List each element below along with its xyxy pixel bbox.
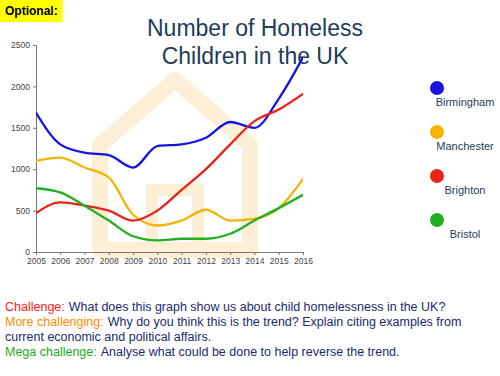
plot-area <box>36 57 303 240</box>
legend-item: Brighton <box>430 169 485 196</box>
legend-item: Manchester <box>430 125 494 152</box>
x-axis-tick: 2007 <box>76 252 95 266</box>
y-axis-tick: 1500 <box>11 123 36 133</box>
x-axis-tick: 2015 <box>270 252 289 266</box>
task-text: What does this graph show us about child… <box>69 300 446 314</box>
legend-marker <box>430 213 444 227</box>
page: Optional: Number of HomelessChildren in t… <box>0 0 500 376</box>
y-axis-tick-label: 2000 <box>11 82 30 92</box>
y-axis-tick-mark <box>33 128 36 129</box>
x-axis-tick: 2011 <box>173 252 192 266</box>
series-line <box>36 57 303 167</box>
x-axis-tick-label: 2012 <box>197 256 216 266</box>
y-axis-line <box>33 46 37 253</box>
y-axis-tick-mark <box>33 252 36 253</box>
series-line <box>36 188 303 240</box>
x-axis-tick-mark <box>133 252 134 255</box>
x-axis-tick-label: 2016 <box>294 256 313 266</box>
legend-item: Birmingham <box>430 81 494 108</box>
task-row: Mega challenge: Analyse what could be don… <box>5 345 495 360</box>
y-axis-tick: 2500 <box>11 40 36 50</box>
x-axis-tick-label: 2007 <box>76 256 95 266</box>
badge: Optional: <box>0 0 63 22</box>
x-axis-tick: 2012 <box>197 252 216 266</box>
x-axis-tick-mark <box>109 252 110 255</box>
y-axis-tick: 2000 <box>11 82 36 92</box>
y-axis-tick-mark <box>33 169 36 170</box>
x-axis-tick: 2016 <box>294 252 313 266</box>
x-axis-tick: 2014 <box>245 252 264 266</box>
y-axis-tick-label: 1000 <box>11 164 30 174</box>
x-axis-tick-mark <box>182 252 183 255</box>
x-axis-tick-mark <box>254 252 255 255</box>
task-label: Challenge: <box>5 300 65 314</box>
x-axis-tick-label: 2010 <box>148 256 167 266</box>
y-axis-tick-mark <box>33 45 36 46</box>
x-axis-tick-label: 2009 <box>124 256 143 266</box>
x-axis: 2005 2006 2007 2008 2009 2010 2011 2012 2013 2014… <box>27 252 313 266</box>
legend-marker <box>430 81 444 95</box>
y-axis-tick: 1000 <box>11 164 36 174</box>
x-axis-tick-mark <box>303 252 304 255</box>
task-row: Challenge: What does this graph show us a… <box>5 300 495 315</box>
background-house <box>100 80 250 250</box>
task-label: More challenging: <box>5 315 104 329</box>
y-axis-tick-label: 500 <box>16 206 30 216</box>
legend-marker <box>430 125 444 139</box>
legend-label: Bristol <box>450 228 481 240</box>
y-axis-tick-label: 2500 <box>11 40 30 50</box>
x-axis-tick: 2013 <box>221 252 240 266</box>
x-axis-tick-mark <box>279 252 280 255</box>
legend: Birmingham Manchester Brighton Bristol <box>430 81 494 240</box>
task-text: Analyse what could be done to help rever… <box>101 345 400 359</box>
x-axis-tick-mark <box>60 252 61 255</box>
x-axis-tick-label: 2005 <box>27 256 46 266</box>
x-axis-tick-label: 2006 <box>51 256 70 266</box>
x-axis-tick-label: 2008 <box>100 256 119 266</box>
tasks-box: Challenge: What does this graph show us a… <box>5 300 495 360</box>
task-label: Mega challenge: <box>5 345 97 359</box>
y-axis-tick: 500 <box>16 206 36 216</box>
x-axis-tick-mark <box>206 252 207 255</box>
x-axis-tick-label: 2015 <box>270 256 289 266</box>
x-axis-tick: 2006 <box>51 252 70 266</box>
legend-label: Birmingham <box>436 96 495 108</box>
y-axis-tick: 0 <box>25 247 36 257</box>
x-axis-tick-mark <box>230 252 231 255</box>
y-axis-tick-label: 0 <box>25 247 30 257</box>
x-axis-tick: 2008 <box>100 252 119 266</box>
legend-label: Brighton <box>445 184 486 196</box>
y-axis: 0 500 1000 1500 2000 2500 <box>11 40 36 257</box>
legend-label: Manchester <box>436 140 494 152</box>
x-axis-line <box>37 253 304 256</box>
legend-marker <box>430 169 444 183</box>
x-axis-tick-label: 2011 <box>173 256 192 266</box>
x-axis-tick: 2010 <box>148 252 167 266</box>
x-axis-tick-label: 2013 <box>221 256 240 266</box>
badge-text: Optional: <box>5 4 58 18</box>
task-row: More challenging:Why do you think this i… <box>5 315 495 345</box>
legend-item: Bristol <box>430 213 480 240</box>
badge-background <box>0 0 63 22</box>
x-axis-tick-mark <box>85 252 86 255</box>
x-axis-tick: 2009 <box>124 252 143 266</box>
x-axis-tick-mark <box>157 252 158 255</box>
background-decoration <box>100 80 250 250</box>
chart-title: Number of HomelessChildren in the UK <box>147 15 363 69</box>
y-axis-tick-label: 1500 <box>11 123 30 133</box>
x-axis-tick-label: 2014 <box>245 256 264 266</box>
y-axis-tick-mark <box>33 211 36 212</box>
y-axis-tick-mark <box>33 86 36 87</box>
